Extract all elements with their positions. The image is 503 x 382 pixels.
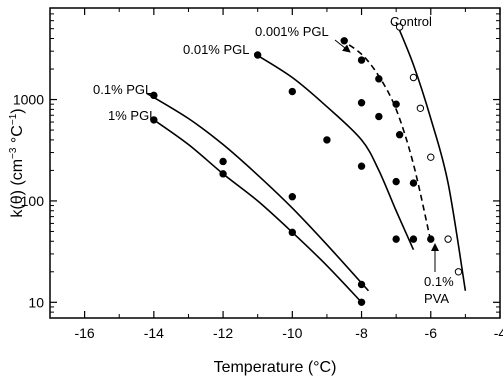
label-001-pgl: 0.01% PGL — [183, 42, 250, 57]
label-0001-pgl: 0.001% PGL — [255, 24, 329, 39]
point-1-pgl — [219, 170, 227, 178]
y-axis-title-part3: ) — [9, 108, 26, 113]
point-0-001-pgl — [395, 131, 404, 139]
point-0-001-pgl — [409, 179, 418, 187]
point-0-1-pgl — [219, 157, 227, 166]
fit-line-0-1-pgl — [146, 92, 370, 292]
point-1-pgl — [150, 116, 158, 124]
point-0-01-pgl — [323, 136, 331, 144]
label-pva-line1: 0.1% — [424, 274, 454, 289]
point-0-01-pgl — [375, 112, 383, 121]
label-control: Control — [390, 14, 432, 29]
arrow-0001-pgl — [334, 39, 351, 53]
point-0-01-pgl — [357, 162, 366, 170]
point-control — [409, 73, 418, 82]
y-tick-label: 10 — [28, 294, 44, 310]
point-0-01-pgl — [392, 177, 400, 186]
fit-line-control — [395, 21, 467, 291]
point-0-1-pgl — [288, 193, 297, 201]
label-01-pgl: 0.1% PGL — [93, 82, 152, 97]
point-0-001-pgl — [340, 37, 348, 45]
x-tick-label: -4 — [494, 325, 503, 341]
point-control — [427, 153, 435, 161]
y-axis-title-exp1: −3 — [8, 147, 19, 159]
fit-line-0-01-pgl — [253, 52, 415, 251]
point-0-01-pgl — [253, 51, 262, 59]
x-axis-title: Temperature (°C) — [214, 359, 337, 376]
point-0-001-pgl — [427, 235, 435, 243]
point-0-001-pgl — [375, 75, 383, 83]
fit-line-1-pgl — [153, 119, 363, 303]
point-0-01-pgl — [409, 235, 418, 243]
label-pva-line2: PVA — [424, 291, 449, 306]
point-control — [444, 235, 452, 243]
point-control — [395, 23, 404, 31]
data-points — [150, 23, 463, 306]
x-tick-label: -14 — [144, 325, 164, 341]
y-axis-title-part2: °C — [9, 125, 26, 147]
y-axis-title-part: k(θ) (cm — [9, 159, 26, 218]
point-1-pgl — [288, 228, 297, 237]
axis-ticks: -16 -14 -12 -10 -8 -6 -4 10 100 1000 — [13, 7, 503, 341]
point-control — [416, 104, 425, 112]
point-0-001-pgl — [357, 56, 366, 64]
annotation-arrows — [334, 39, 439, 272]
plot-frame — [49, 7, 501, 319]
point-1-pgl — [357, 298, 366, 306]
point-control — [454, 268, 463, 276]
x-tick-label: -8 — [355, 325, 368, 341]
point-0-01-pgl — [288, 87, 297, 96]
x-tick-label: -16 — [74, 325, 94, 341]
y-tick-label: 100 — [21, 193, 45, 209]
y-tick-label: 1000 — [13, 92, 44, 108]
y-axis-title: k(θ) (cm−3 °C−1) — [8, 108, 26, 217]
fit-line-0-001-pgl — [340, 38, 432, 242]
point-0-1-pgl — [357, 280, 366, 289]
x-tick-label: -12 — [213, 325, 233, 341]
point-0-01-pgl — [357, 99, 366, 107]
label-1-pgl: 1% PGL — [108, 108, 156, 123]
point-0-01-pgl — [392, 235, 400, 243]
x-tick-label: -6 — [425, 325, 438, 341]
fit-curves — [146, 21, 467, 303]
x-tick-label: -10 — [282, 325, 302, 341]
point-0-001-pgl — [392, 100, 400, 108]
y-axis-title-exp2: −1 — [8, 113, 19, 125]
point-0-1-pgl — [150, 91, 158, 100]
